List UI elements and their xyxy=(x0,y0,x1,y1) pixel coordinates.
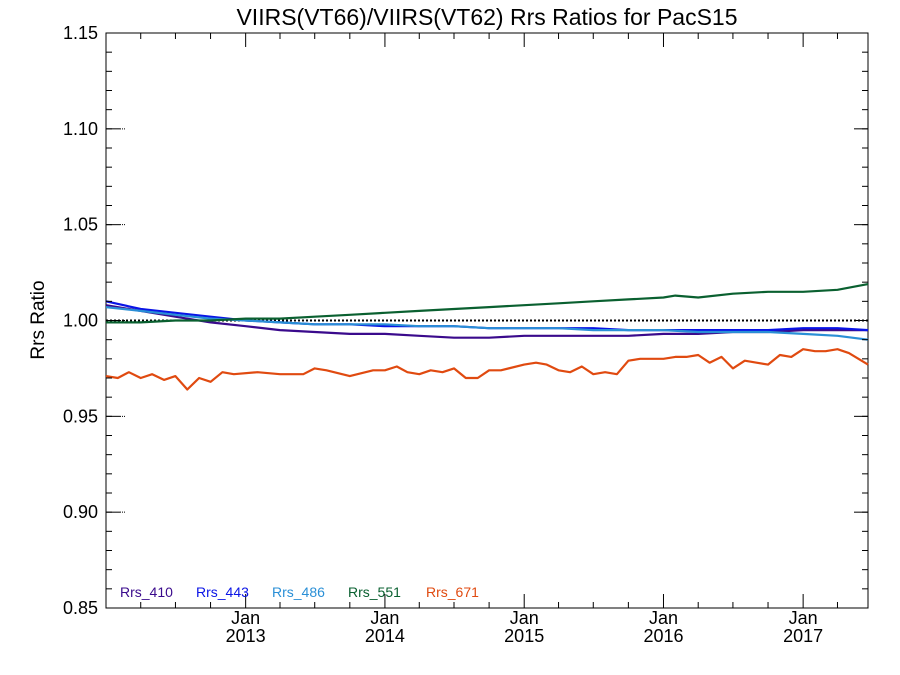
y-tick-label: 0.95 xyxy=(63,406,98,426)
x-tick-label-year: 2015 xyxy=(504,626,544,646)
chart-title: VIIRS(VT66)/VIIRS(VT62) Rrs Ratios for P… xyxy=(236,4,737,30)
y-tick-label: 1.05 xyxy=(63,215,98,235)
x-tick-label-month: Jan xyxy=(649,608,678,628)
legend-label-rrs-671: Rrs_671 xyxy=(426,584,479,600)
legend-label-rrs-410: Rrs_410 xyxy=(120,584,173,600)
x-tick-label-month: Jan xyxy=(510,608,539,628)
series-group xyxy=(105,283,869,391)
x-tick-label-month: Jan xyxy=(370,608,399,628)
legend-label-rrs-551: Rrs_551 xyxy=(348,584,401,600)
y-axis-label: Rrs Ratio xyxy=(28,280,49,359)
series-line-rrs-551 xyxy=(106,283,869,324)
x-tick-label-year: 2016 xyxy=(643,626,683,646)
y-tick-label: 1.15 xyxy=(63,23,98,43)
series-line-rrs-671 xyxy=(105,348,869,391)
x-tick-label-year: 2014 xyxy=(365,626,405,646)
series-line-rrs-443 xyxy=(105,300,869,332)
legend-label-rrs-486: Rrs_486 xyxy=(272,584,325,600)
y-tick-label: 1.10 xyxy=(63,119,98,139)
y-tick-label: 1.00 xyxy=(63,311,98,331)
x-tick-label-month: Jan xyxy=(231,608,260,628)
y-tick-label: 0.90 xyxy=(63,502,98,522)
y-ticks: 0.85 0.90 0.95 1.00 1.05 1.10 1.15 xyxy=(63,23,868,618)
y-tick-label: 0.85 xyxy=(63,598,98,618)
x-tick-label-month: Jan xyxy=(789,608,818,628)
legend: Rrs_410 Rrs_443 Rrs_486 Rrs_551 Rrs_671 xyxy=(120,584,479,600)
legend-label-rrs-443: Rrs_443 xyxy=(196,584,249,600)
x-tick-label-year: 2017 xyxy=(783,626,823,646)
x-tick-label-year: 2013 xyxy=(226,626,266,646)
